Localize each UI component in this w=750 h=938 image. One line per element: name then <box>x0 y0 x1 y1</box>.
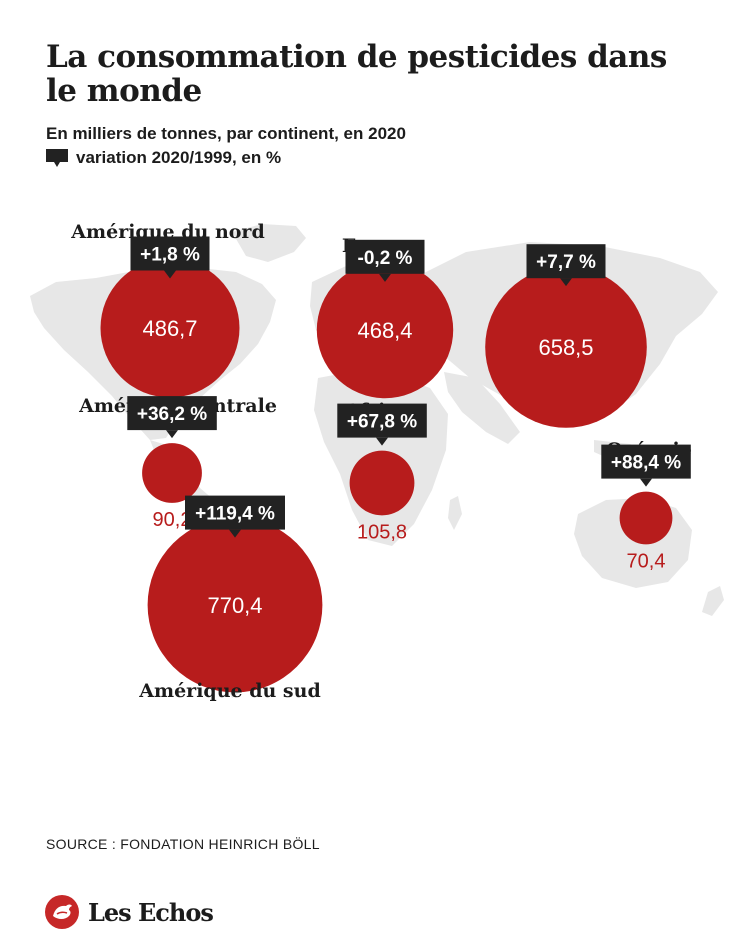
change-label: +88,4 % <box>611 453 681 474</box>
brand-name: Les Echos <box>88 897 214 927</box>
chart-title: La consommation de pesticides dans le mo… <box>46 39 667 109</box>
les-echos-rooster-icon <box>45 895 79 929</box>
bubble <box>147 517 323 693</box>
bubble <box>349 450 415 516</box>
value-label: 468,4 <box>357 318 412 343</box>
change-badge-pointer <box>560 278 572 287</box>
change-label: -0,2 % <box>358 248 413 269</box>
change-badge-pointer <box>376 437 388 446</box>
region-group: 486,7 Amérique du nord+1,8 % <box>70 221 265 398</box>
legend: variation 2020/1999, en % <box>46 148 281 168</box>
change-label: +119,4 % <box>195 504 275 525</box>
bubble <box>316 261 454 399</box>
region-group: 468,4Europe-0,2 % <box>316 235 454 399</box>
bubble <box>100 258 240 398</box>
change-badge-pointer <box>164 270 176 279</box>
change-badge <box>601 444 691 479</box>
value-label: 770,4 <box>207 593 262 618</box>
change-badge-pointer <box>166 430 178 439</box>
change-label: +36,2 % <box>137 404 207 425</box>
brand-logo: Les Echos <box>44 894 214 930</box>
change-label: +67,8 % <box>347 412 417 433</box>
region-group: 90,2Amérique centrale+36,2 % <box>78 395 277 531</box>
change-badge-pointer <box>640 478 652 487</box>
region-name: Amérique du sud <box>138 680 320 702</box>
change-badge <box>345 239 425 274</box>
legend-badge-icon <box>46 149 68 167</box>
change-badge <box>130 236 210 271</box>
change-badge <box>337 403 427 438</box>
value-label: 70,4 <box>627 550 666 572</box>
region-group: 105,8Afrique+67,8 % <box>337 400 427 543</box>
region-group: 658,5Asie+7,7 % <box>485 242 647 428</box>
region-group: 770,4 Amérique du sud +119,4 % <box>138 495 323 702</box>
region-name: Amérique du nord <box>70 221 264 243</box>
value-label: 105,8 <box>357 521 407 543</box>
change-badge <box>127 396 217 431</box>
change-badge <box>526 244 606 279</box>
chart-subtitle: En milliers de tonnes, par continent, en… <box>46 124 406 143</box>
bubble <box>142 443 202 503</box>
value-label: 486,7 <box>142 316 197 341</box>
change-badge-pointer <box>229 529 241 538</box>
change-badge <box>185 495 285 530</box>
bubble <box>485 266 647 428</box>
bubble-layer: 486,7 Amérique du nord+1,8 % 468,4Europe-0… <box>70 221 692 702</box>
value-label: 658,5 <box>538 335 593 360</box>
source-note: SOURCE : FONDATION HEINRICH BÖLL <box>46 836 320 852</box>
value-label: 90,2 <box>153 509 192 531</box>
change-badge-pointer <box>379 273 391 282</box>
change-label: +1,8 % <box>140 245 200 266</box>
legend-label: variation 2020/1999, en % <box>76 148 282 167</box>
change-label: +7,7 % <box>536 252 596 273</box>
region-group: 70,4Océanie+88,4 % <box>601 439 692 572</box>
bubble <box>619 491 673 545</box>
